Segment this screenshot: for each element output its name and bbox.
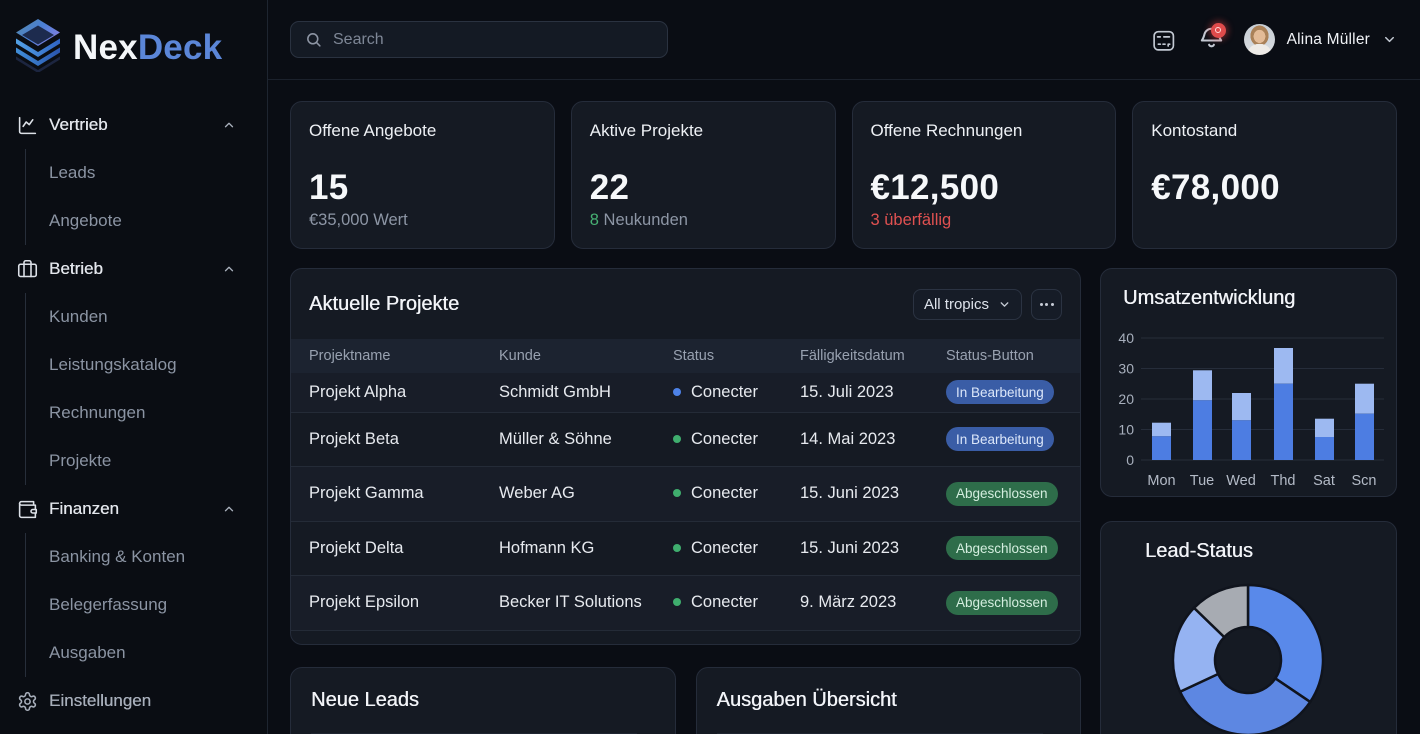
svg-text:Tue: Tue [1190, 473, 1214, 489]
svg-text:0: 0 [1126, 452, 1134, 468]
svg-text:10: 10 [1118, 422, 1134, 438]
svg-text:Thd: Thd [1271, 473, 1296, 489]
svg-text:Scn: Scn [1352, 473, 1377, 489]
svg-text:Wed: Wed [1226, 473, 1256, 489]
svg-text:Sat: Sat [1313, 473, 1335, 489]
svg-text:30: 30 [1118, 361, 1134, 377]
svg-text:Mon: Mon [1147, 473, 1175, 489]
svg-text:20: 20 [1118, 391, 1134, 407]
svg-text:40: 40 [1118, 330, 1134, 346]
